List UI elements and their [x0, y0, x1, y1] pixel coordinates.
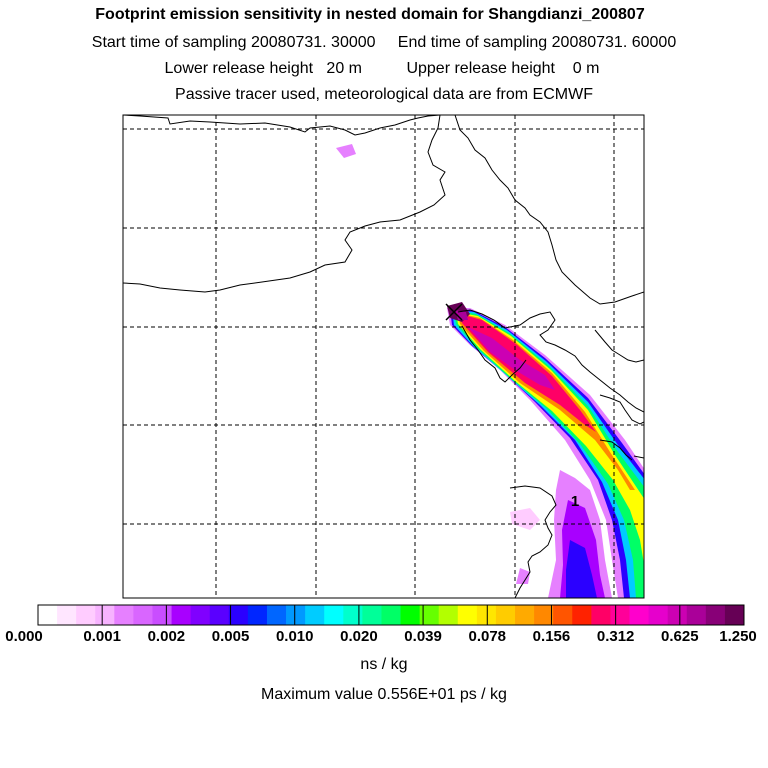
colorbar-label: 0.000: [5, 628, 43, 645]
map-frame: [122, 114, 645, 599]
colorbar-label: 0.312: [596, 628, 635, 645]
colorbar-swatch: [438, 605, 459, 625]
colorbar-swatch: [534, 605, 554, 625]
map-annotation: 1: [571, 493, 579, 510]
colorbar-swatch: [686, 605, 707, 625]
colorbar: [37, 604, 745, 626]
colorbar-label: 0.625: [661, 628, 699, 645]
max-label: Maximum value: [261, 686, 374, 703]
colorbar-swatch: [343, 605, 363, 625]
footprint-plume: [447, 302, 644, 598]
upper-label: Upper release height: [406, 60, 555, 77]
end-label: End time of sampling: [397, 34, 548, 51]
colorbar-swatch: [266, 605, 287, 625]
colorbar-frame: [37, 604, 745, 626]
start-value: 20080731. 30000: [250, 34, 376, 51]
lower-value: 20 m: [326, 60, 362, 77]
colorbar-swatch: [95, 605, 115, 625]
colorbar-label: 1.250: [719, 628, 757, 645]
plot-title: Footprint emission sensitivity in nested…: [95, 6, 645, 23]
colorbar-swatch: [286, 605, 306, 625]
colorbar-swatch: [724, 605, 745, 625]
lat-lon-grid: [123, 115, 644, 598]
colorbar-swatch: [133, 605, 153, 625]
start-label: Start time of sampling: [91, 34, 247, 51]
lower-label: Lower release height: [164, 60, 314, 77]
colorbar-swatch: [495, 605, 516, 625]
colorbar-swatch: [190, 605, 211, 625]
southern-sensitivity-area: [336, 144, 612, 598]
end-value: 20080731. 60000: [551, 34, 677, 51]
colorbar-swatch: [362, 605, 382, 625]
colorbar-label: 0.005: [211, 628, 250, 645]
colorbar-swatch: [381, 605, 401, 625]
colorbar-swatch: [247, 605, 268, 625]
colorbar-label: 0.010: [275, 628, 314, 645]
colorbar-swatch: [419, 605, 440, 625]
release-heights: Lower release height 20 m Upper release …: [0, 60, 766, 78]
tracer-note: Passive tracer used, meteorological data…: [175, 86, 593, 103]
colorbar-swatch: [572, 605, 592, 625]
colorbar-swatch: [705, 605, 726, 625]
colorbar-swatch: [305, 605, 325, 625]
colorbar-swatch: [324, 605, 344, 625]
colorbar-swatch: [648, 605, 669, 625]
upper-value: 0 m: [572, 60, 600, 77]
colorbar-swatch: [629, 605, 649, 625]
map-area: [123, 115, 644, 598]
colorbar-swatch: [76, 605, 96, 625]
colorbar-swatch: [610, 605, 630, 625]
colorbar-label: 0.039: [404, 628, 442, 645]
colorbar-swatch: [591, 605, 611, 625]
colorbar-swatch: [152, 605, 172, 625]
colorbar-swatch: [57, 605, 77, 625]
colorbar-label: 0.002: [147, 628, 186, 645]
colorbar-label: 0.156: [532, 628, 571, 645]
colorbar-swatch: [209, 605, 230, 625]
coastlines: [123, 115, 644, 598]
colorbar-swatch: [171, 605, 192, 625]
sampling-times: Start time of sampling 20080731. 30000 E…: [0, 34, 768, 52]
colorbar-label: 0.020: [340, 628, 378, 645]
colorbar-swatch: [457, 605, 478, 625]
colorbar-units: ns / kg: [360, 656, 408, 673]
colorbar-label: 0.001: [83, 628, 121, 645]
maximum-value: Maximum value 0.556E+01 ps / kg: [0, 686, 768, 704]
colorbar-swatch: [114, 605, 134, 625]
colorbar-label: 0.078: [468, 628, 507, 645]
colorbar-swatch: [515, 605, 535, 625]
colorbar-swatch: [400, 605, 421, 625]
colorbar-swatch: [476, 605, 497, 625]
max-value: 0.556E+01 ps / kg: [377, 686, 507, 703]
colorbar-swatch: [667, 605, 688, 625]
colorbar-swatch: [553, 605, 573, 625]
colorbar-swatch: [38, 605, 58, 625]
colorbar-swatch: [228, 605, 249, 625]
receptor-x-marker: [445, 303, 463, 321]
